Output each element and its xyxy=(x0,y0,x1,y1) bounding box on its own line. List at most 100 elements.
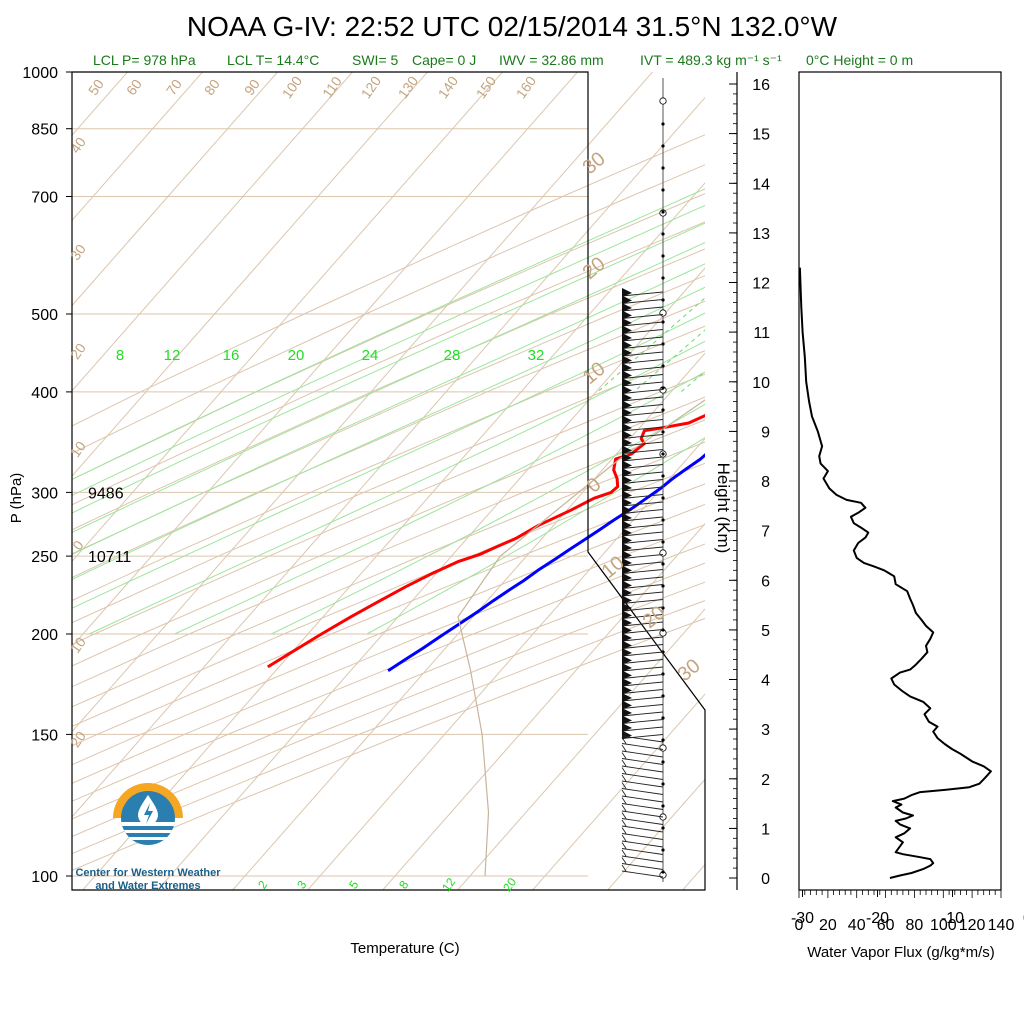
wind-barb-staff xyxy=(621,599,664,604)
wind-barb-flag xyxy=(622,453,632,462)
wind-barb-staff xyxy=(621,704,664,709)
wv-series xyxy=(798,267,992,879)
height-tick-label: 5 xyxy=(761,623,770,640)
wind-barb-staff xyxy=(621,336,664,342)
moist-adiabat-line xyxy=(72,263,705,555)
wind-barb-feather xyxy=(621,797,627,804)
wind-barb-staff xyxy=(621,870,664,878)
pressure-tick-label: 1000 xyxy=(22,65,58,82)
wind-dot xyxy=(661,518,665,522)
mixing-ratio-label: 28 xyxy=(444,347,461,364)
moist-adiabat-line xyxy=(174,371,705,635)
wind-dot xyxy=(661,386,665,390)
mixing-ratio-line xyxy=(823,72,1024,392)
wind-barb-staff xyxy=(621,494,664,499)
wind-barb-staff xyxy=(621,840,664,848)
zero-c-height-label: 0°C Height = 0 m xyxy=(806,52,913,68)
wind-barb-staff xyxy=(621,711,664,717)
height-tick-label: 3 xyxy=(761,722,770,739)
wind-barb-staff xyxy=(621,681,664,687)
moist-adiabat-line xyxy=(72,204,705,497)
wind-barb-flag xyxy=(622,723,632,732)
wind-barb-staff xyxy=(621,855,664,863)
wind-barb-staff xyxy=(621,381,664,387)
wind-barb-staff xyxy=(621,531,664,537)
mixing-ratio-label-bottom: 2 xyxy=(255,878,270,892)
wind-barb-feather xyxy=(621,767,627,774)
wind-dot xyxy=(661,496,665,500)
wind-barb-staff xyxy=(621,696,664,702)
logo-text-line2: and Water Extremes xyxy=(95,880,200,892)
wind-barb-staff xyxy=(621,636,664,642)
isotherm-line xyxy=(72,72,204,222)
isotherm-label: 30 xyxy=(674,655,705,686)
pressure-tick-label: 100 xyxy=(31,869,58,886)
wind-barb-flag xyxy=(622,610,632,620)
height-tick-label: 8 xyxy=(761,474,770,491)
height-tick-label: 9 xyxy=(761,424,770,441)
wind-barb-feather xyxy=(621,812,627,819)
mixing-ratio-line xyxy=(680,370,705,393)
wind-barb-flag xyxy=(622,438,632,447)
dry-adiabat-line xyxy=(72,617,705,871)
wv-y-axis-label: Height (Km) xyxy=(714,463,733,554)
skew-t-x-axis-label: Temperature (C) xyxy=(350,940,459,957)
wind-barb-staff xyxy=(621,765,664,773)
moist-adiabat-line xyxy=(72,188,705,480)
wind-barb-flag xyxy=(622,408,632,417)
chart-title: NOAA G-IV: 22:52 UTC 02/15/2014 31.5°N 1… xyxy=(187,11,838,42)
wind-barb-staff xyxy=(621,629,664,634)
wind-barb-staff xyxy=(621,456,664,462)
chart-subtitle: LCL P= 978 hPa LCL T= 14.4°C SWI= 5 Cape… xyxy=(93,52,913,68)
wind-dot xyxy=(661,430,665,434)
wind-barb-staff xyxy=(621,426,664,432)
isotherm-label: 50 xyxy=(85,76,107,98)
wind-barb-flag xyxy=(622,708,632,717)
wind-barb-staff xyxy=(621,659,664,664)
wind-barb-flag xyxy=(622,513,632,522)
height-tick-label: 11 xyxy=(753,325,770,342)
isotherm-line xyxy=(72,72,504,562)
wind-barb-staff xyxy=(621,539,664,544)
wind-barb-flag xyxy=(622,468,632,477)
skew-t-y-axis-label: P (hPa) xyxy=(8,473,25,524)
wind-barb-flag xyxy=(622,528,632,537)
wind-barb-flag xyxy=(622,715,632,725)
wind-barb-staff xyxy=(621,561,664,567)
wind-dot xyxy=(661,848,665,852)
wind-barb-staff xyxy=(621,863,664,870)
wind-barb-flag xyxy=(622,700,632,710)
mixing-ratio-label-bottom: 20 xyxy=(500,875,519,894)
wind-barb-flag xyxy=(622,693,632,702)
mixing-ratio-label: 32 xyxy=(528,347,545,364)
wind-barb-flag xyxy=(622,423,632,432)
wind-dot xyxy=(661,210,665,214)
wind-barb-flag xyxy=(622,303,632,312)
pressure-tick-label: 500 xyxy=(31,307,58,324)
isotherm-line xyxy=(72,96,705,818)
wind-barb-staff xyxy=(621,735,664,743)
parcel-path-line xyxy=(457,399,705,877)
height-tick-label: 10 xyxy=(752,375,770,392)
wind-barb-feather xyxy=(621,834,627,842)
wind-barb-feather xyxy=(621,759,627,767)
wind-barb-staff xyxy=(621,299,664,304)
mixing-ratio-label: 16 xyxy=(223,347,240,364)
wind-dot xyxy=(661,474,665,478)
wind-barb-flag xyxy=(622,685,632,695)
wind-dot xyxy=(661,144,665,148)
moist-adiabat-line xyxy=(366,437,705,635)
wind-dot xyxy=(661,188,665,192)
wind-barb-flag xyxy=(622,445,632,455)
wind-barb-staff xyxy=(621,554,664,559)
mixing-ratio-line xyxy=(727,72,1024,392)
wind-barb-flag xyxy=(622,558,632,567)
wind-barb-staff xyxy=(621,306,664,312)
ivt-label: IVT = 489.3 kg m⁻¹ s⁻¹ xyxy=(640,52,782,68)
wind-barb-feather xyxy=(621,774,627,782)
wind-barb-flag xyxy=(622,378,632,387)
wind-barb-flag xyxy=(622,603,632,612)
wind-barb-feather xyxy=(621,842,627,849)
wind-barb-staff xyxy=(621,758,664,765)
lightning-icon xyxy=(144,803,153,824)
